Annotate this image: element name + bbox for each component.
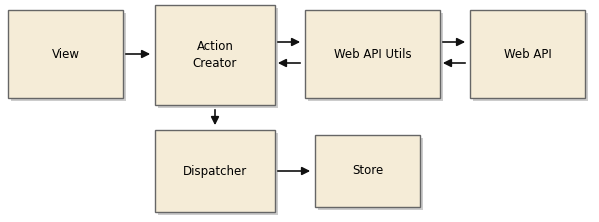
Text: Action
Creator: Action Creator — [193, 40, 237, 70]
Text: Store: Store — [352, 165, 383, 178]
Bar — [155, 130, 275, 212]
Bar — [473, 13, 588, 101]
Bar — [155, 5, 275, 105]
Bar — [305, 10, 440, 98]
Bar — [308, 13, 443, 101]
Text: Web API: Web API — [504, 48, 551, 61]
Text: Dispatcher: Dispatcher — [183, 165, 247, 178]
Bar — [470, 10, 585, 98]
Bar — [8, 10, 123, 98]
Bar — [158, 8, 278, 108]
Text: Web API Utils: Web API Utils — [334, 48, 412, 61]
Bar — [11, 13, 126, 101]
Bar — [158, 133, 278, 215]
Text: View: View — [52, 48, 80, 61]
Bar — [315, 135, 420, 207]
Bar — [318, 138, 423, 210]
